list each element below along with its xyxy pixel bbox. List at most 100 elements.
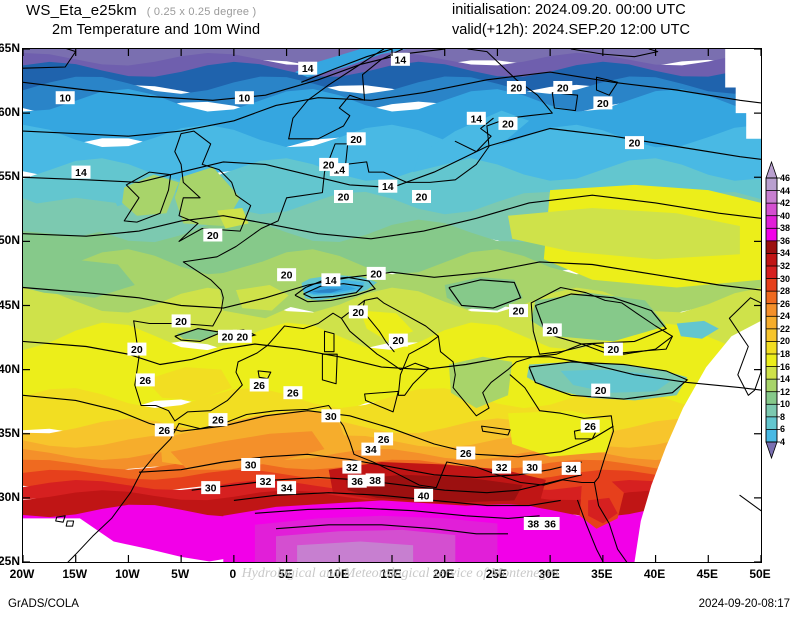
colorbar-label-24: 24 (780, 311, 791, 322)
contour-label: 20 (131, 344, 143, 356)
colorbar-label-26: 26 (780, 298, 791, 309)
contour-label: 30 (526, 462, 538, 474)
contour-label-bg (466, 111, 486, 125)
contour-label: 26 (287, 388, 299, 400)
colorbar[interactable]: 46 44 42 40 38 36 34 32 30 28 26 24 22 20 18 16 14 12 10 8 6… (762, 160, 800, 460)
colorbar-cell (766, 215, 777, 229)
colorbar-cell (766, 203, 777, 217)
colorbar-label-14: 14 (780, 374, 791, 385)
contour-label-bg (347, 474, 367, 488)
contour-label-bg (277, 268, 297, 282)
colorbar-cell (766, 366, 777, 380)
model-resolution: ( 0.25 x 0.25 degree ) (146, 6, 257, 18)
contour-label: 20 (207, 230, 219, 242)
x-tick-10W: 10W (115, 567, 140, 581)
colorbar-label-34: 34 (780, 248, 791, 259)
initialisation-time: initialisation: 2024.09.20. 00:00 UTC (452, 2, 686, 18)
colorbar-cell (766, 416, 777, 430)
colorbar-cell (766, 379, 777, 393)
colorbar-cell (766, 291, 777, 305)
contour-label: 40 (418, 490, 430, 502)
contour-label-bg (365, 473, 385, 487)
contour-label: 38 (527, 519, 539, 531)
colorbar-cell (766, 354, 777, 367)
contour-label: 34 (365, 444, 377, 456)
colorbar-extend-min (765, 441, 778, 460)
contour-label-bg (361, 442, 381, 456)
contour-label: 10 (239, 93, 251, 105)
x-tick-10E: 10E (327, 567, 349, 581)
x-tick-25E: 25E (485, 567, 508, 581)
colorbar-label-42: 42 (780, 198, 791, 209)
contour-label-bg (154, 423, 174, 437)
x-tick-45E: 45E (696, 567, 718, 581)
contour-label-bg (241, 458, 261, 471)
contour-label-bg (540, 517, 560, 530)
contour-label-bg (171, 314, 191, 328)
contour-label: 14 (75, 167, 87, 179)
contour-label: 20 (323, 159, 335, 171)
contour-label-bg (522, 460, 542, 474)
contour-label: 20 (511, 83, 523, 95)
contour-label-bg (542, 323, 562, 337)
x-tick-35E: 35E (591, 567, 613, 581)
y-tick-45N: 45N (0, 297, 21, 312)
contour-label-bg (208, 413, 228, 427)
contour-label: 20 (595, 385, 607, 397)
colorbar-label-44: 44 (780, 185, 791, 196)
colorbar-cell (766, 303, 777, 317)
contour-label: 14 (470, 113, 482, 125)
colorbar-label-6: 6 (780, 424, 786, 435)
contour-label: 14 (382, 181, 394, 193)
colorbar-tick-labels: 46 44 42 40 38 36 34 32 30 28 26 24 22 20 18 16 14 12 10 8 6… (780, 160, 800, 460)
colorbar-label-38: 38 (780, 223, 791, 234)
contour-label-bg (506, 81, 526, 94)
contour-label-bg (319, 157, 339, 171)
contour-label-bg (218, 329, 237, 343)
map-panel[interactable]: 10 10 14 14 14 14 14 14 20 20 20 20 20 20 20 20 20 20 20 14… (22, 48, 762, 563)
colorbar-label-36: 36 (780, 235, 791, 246)
x-tick-5E: 5E (278, 567, 293, 581)
x-tick-50E: 50E (749, 567, 771, 581)
contour-label: 20 (392, 335, 404, 347)
contour-label-bg (580, 419, 600, 433)
contour-label: 30 (205, 483, 217, 495)
contour-label-bg (346, 132, 366, 146)
contour-label: 26 (378, 434, 390, 446)
colorbar-cell (766, 278, 777, 292)
y-tick-60N: 60N (0, 105, 21, 120)
model-name: WS_Eta_e25km (26, 2, 137, 19)
contour-label-bg (412, 190, 431, 203)
contour-label: 32 (496, 462, 508, 474)
contour-label: 20 (513, 306, 525, 318)
contour-label-bg (298, 61, 318, 75)
colorbar-label-20: 20 (780, 336, 791, 347)
contour-label: 34 (565, 463, 577, 475)
colorbar-cell (766, 391, 777, 405)
contour-label: 32 (260, 476, 272, 488)
contour-label: 20 (370, 268, 382, 280)
contour-label-bg (249, 378, 269, 392)
y-tick-50N: 50N (0, 233, 21, 248)
valid-time: valid(+12h): 2024.SEP.20 12:00 UTC (452, 22, 690, 38)
contour-label: 30 (245, 460, 257, 472)
contour-label-bg (348, 305, 368, 319)
colorbar-label-28: 28 (780, 286, 791, 297)
contour-label-bg (561, 461, 581, 475)
y-tick-40N: 40N (0, 361, 21, 376)
y-tick-55N: 55N (0, 169, 21, 184)
x-tick-5W: 5W (171, 567, 190, 581)
contour-label-bg (593, 96, 613, 110)
x-tick-0: 0 (229, 567, 237, 581)
contour-label: 14 (325, 275, 337, 287)
contour-label: 20 (175, 316, 187, 328)
contour-label: 10 (59, 93, 71, 105)
generated-timestamp: 2024-09-20-08:17 (698, 598, 790, 610)
contour-label: 20 (608, 344, 620, 356)
contour-label: 20 (350, 134, 362, 146)
contour-label: 36 (544, 519, 556, 531)
colorbar-cell (766, 328, 777, 342)
contour-label: 14 (333, 165, 345, 177)
contour-label-bg (342, 460, 362, 474)
contour-label-bg (591, 383, 611, 397)
